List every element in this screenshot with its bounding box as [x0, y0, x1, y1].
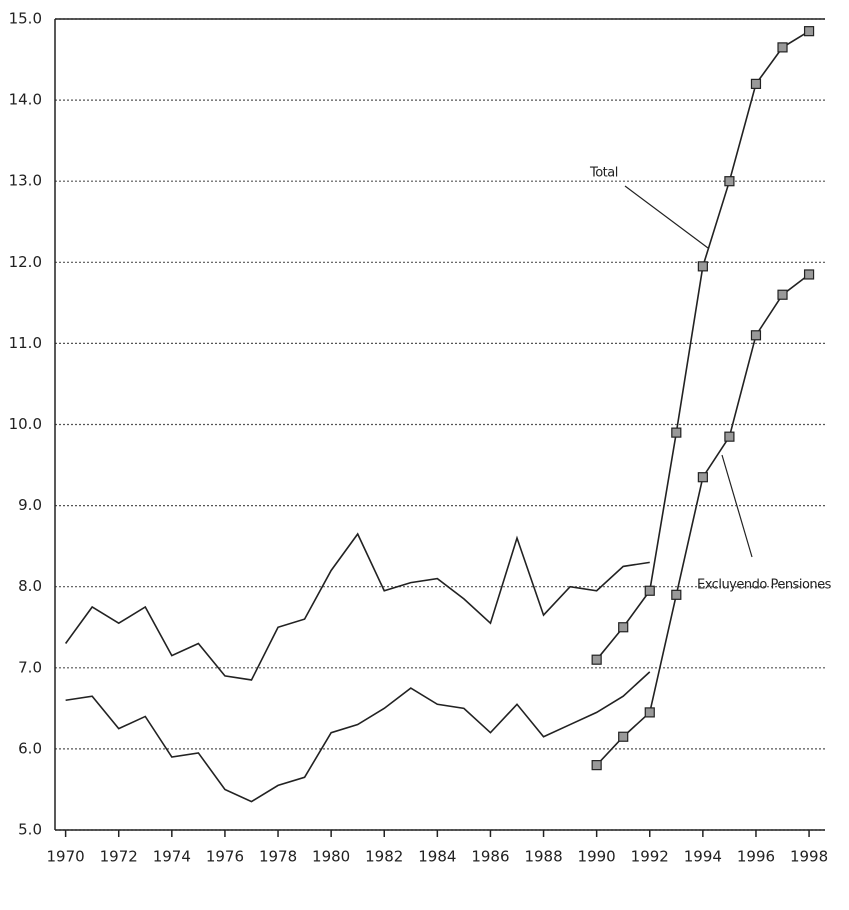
- x-tick-label: 1986: [471, 848, 509, 866]
- marker: [777, 42, 788, 53]
- series-label: Total: [589, 166, 618, 181]
- x-tick-label: 1970: [47, 848, 85, 866]
- marker: [644, 585, 655, 596]
- y-tick-label: 8.0: [18, 577, 42, 595]
- annotation-pointer: [721, 454, 753, 558]
- marker: [671, 589, 682, 600]
- marker: [803, 26, 815, 37]
- y-tick-label: 10.0: [9, 415, 42, 433]
- x-tick-label: 1990: [578, 848, 616, 866]
- x-tick-label: 1980: [312, 848, 350, 866]
- marker: [724, 176, 735, 187]
- marker: [644, 707, 655, 718]
- x-tick-label: 1976: [206, 848, 244, 866]
- x-tick-label: 1972: [100, 848, 138, 866]
- x-tick-label: 1994: [684, 848, 722, 866]
- series-line: [64, 532, 650, 681]
- marker: [777, 289, 788, 300]
- marker: [618, 731, 629, 742]
- y-tick-label: 12.0: [9, 253, 42, 271]
- marker: [724, 431, 735, 442]
- y-tick-label: 5.0: [18, 821, 42, 839]
- series-label: Excluyendo Pensiones: [697, 578, 832, 593]
- marker: [750, 78, 762, 89]
- x-tick-label: 1998: [790, 848, 828, 866]
- y-tick-label: 13.0: [9, 172, 42, 190]
- x-tick-label: 1988: [524, 848, 562, 866]
- y-tick-label: 6.0: [18, 739, 42, 757]
- y-tick-label: 9.0: [18, 496, 42, 514]
- marker: [591, 760, 602, 771]
- x-tick-label: 1984: [418, 848, 456, 866]
- y-tick-label: 15.0: [9, 10, 42, 28]
- marker: [591, 654, 602, 665]
- annotation-pointer: [624, 185, 709, 249]
- x-tick-label: 1982: [365, 848, 403, 866]
- marker: [697, 261, 708, 272]
- marker: [803, 269, 815, 280]
- series-line: [65, 671, 651, 803]
- marker: [697, 472, 708, 483]
- x-tick-label: 1974: [153, 848, 191, 866]
- x-tick-label: 1992: [631, 848, 669, 866]
- marker: [618, 622, 629, 633]
- x-tick-label: 1996: [737, 848, 775, 866]
- y-tick-label: 14.0: [9, 91, 42, 109]
- marker: [750, 330, 762, 341]
- y-tick-label: 11.0: [9, 334, 42, 352]
- x-tick-label: 1978: [259, 848, 297, 866]
- marker: [671, 427, 682, 438]
- y-tick-label: 7.0: [18, 658, 42, 676]
